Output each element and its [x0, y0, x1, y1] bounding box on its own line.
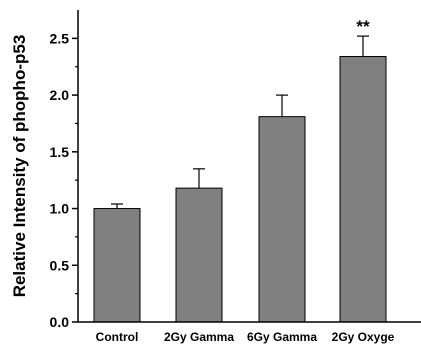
x-tick-label: Control: [96, 330, 139, 344]
error-bars-group: [111, 35, 369, 209]
x-tick-label: 6Gy Gamma: [247, 330, 317, 344]
bar: [175, 187, 223, 323]
x-tick-label: 2Gy Gamma: [164, 330, 234, 344]
bar: [258, 116, 306, 323]
y-tick-label: 0.5: [50, 257, 70, 273]
y-tick-label: 1.0: [50, 201, 70, 217]
bars-group: [93, 56, 387, 323]
bar: [339, 56, 387, 323]
bar: [93, 208, 141, 323]
y-tick-label: 0.0: [50, 314, 70, 330]
significance-annotation: **: [356, 17, 370, 36]
x-tick-label: 2Gy Oxyge: [332, 330, 395, 344]
x-ticks-group: Control 2Gy Gamma 6Gy Gamma 2Gy Oxyge: [96, 330, 395, 344]
y-tick-label: 2.0: [50, 87, 70, 103]
y-ticks-group: 0.0 0.5 1.0 1.5 2.0 2.5: [50, 30, 78, 330]
y-tick-label: 2.5: [50, 30, 70, 46]
y-axis-label: Relative Intensity of phopho-p53: [10, 35, 29, 298]
annotations-group: **: [356, 17, 370, 36]
y-tick-label: 1.5: [50, 144, 70, 160]
